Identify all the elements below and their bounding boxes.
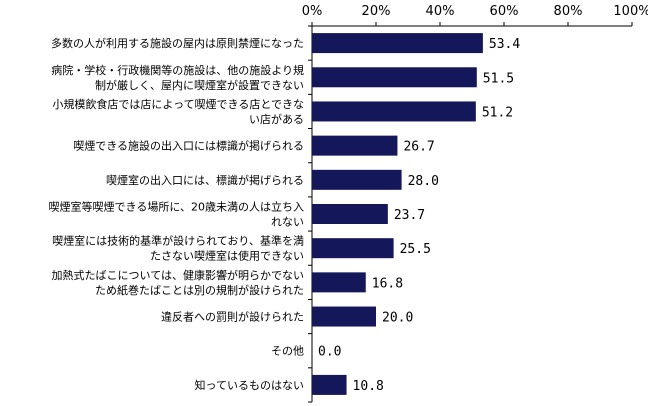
data-label: 28.0 <box>408 174 439 189</box>
x-axis-ticks: 0% 20% 40% 60% 80% 100% <box>302 4 648 26</box>
data-label: 0.0 <box>318 345 341 360</box>
bar <box>312 238 394 259</box>
data-label: 16.8 <box>372 276 403 291</box>
x-tick-label: 0% <box>302 4 323 19</box>
category-label: 小規模飲食店では店によって喫煙できる店とできない店がある <box>52 97 304 126</box>
category-label: 喫煙できる施設の出入口には標識が掲げられる <box>73 139 304 153</box>
category-label: 違反者への罰則が設けられた <box>161 310 304 324</box>
category-label: 喫煙室等喫煙できる場所に、20歳未満の人は立ち入れない <box>49 200 304 229</box>
category-label: その他 <box>271 345 304 358</box>
x-tick-label: 80% <box>554 4 583 19</box>
category-label: 加熱式たばこについては、健康影響が明らかでないため紙巻たばことは別の規制が設けら… <box>52 268 304 297</box>
category-label: 喫煙室の出入口には、標識が掲げられる <box>106 173 304 187</box>
bar <box>312 101 476 122</box>
data-label: 20.0 <box>382 311 413 326</box>
bars <box>312 33 483 395</box>
x-tick-label: 100% <box>613 4 648 19</box>
x-tick-label: 20% <box>362 4 391 19</box>
bar <box>312 272 366 293</box>
data-label: 26.7 <box>403 140 434 155</box>
value-labels: 53.4 51.5 51.2 26.7 28.0 23.7 25.5 16.8 20.0 0.0 1… <box>318 37 520 394</box>
data-label: 23.7 <box>394 208 425 223</box>
bar <box>312 33 483 54</box>
category-label: 病院・学校・行政機関等の施設は、他の施設より規制が厳しく、屋内に喫煙室が設置でき… <box>51 63 304 92</box>
data-label: 51.5 <box>483 71 514 86</box>
x-tick-label: 60% <box>490 4 519 19</box>
category-label: 多数の人が利用する施設の屋内は原則禁煙になった <box>51 36 304 50</box>
data-label: 10.8 <box>353 379 384 394</box>
category-labels: 多数の人が利用する施設の屋内は原則禁煙になった病院・学校・行政機関等の施設は、他… <box>49 36 304 392</box>
bar <box>312 204 388 224</box>
category-label: 知っているものはない <box>195 378 304 392</box>
data-label: 51.2 <box>482 105 513 120</box>
data-label: 25.5 <box>400 242 431 257</box>
bar <box>312 67 477 88</box>
bar <box>312 135 398 156</box>
x-tick-label: 40% <box>426 4 455 19</box>
data-label: 53.4 <box>489 37 520 52</box>
category-label: 喫煙室には技術的基準が設けられており、基準を満たさない喫煙室は使用できない <box>52 234 304 263</box>
bar <box>312 306 376 327</box>
bar <box>312 169 402 190</box>
bar <box>312 374 347 395</box>
